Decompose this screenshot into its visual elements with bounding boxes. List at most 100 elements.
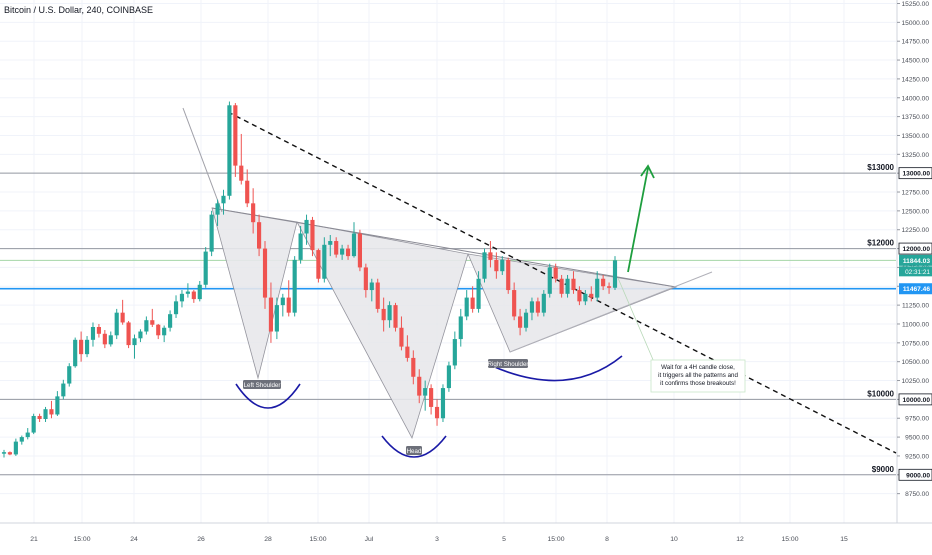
- candle-body: [173, 301, 179, 315]
- candle: [423, 380, 428, 411]
- candle: [197, 280, 202, 302]
- candle: [209, 210, 214, 257]
- time-tick-label: 15:00: [781, 536, 798, 543]
- time-tick-label: 15:00: [73, 536, 90, 543]
- candle-body: [429, 388, 434, 407]
- candle: [606, 282, 612, 294]
- candle: [345, 244, 351, 260]
- candle: [245, 169, 250, 208]
- time-tick-label: Jul: [365, 536, 374, 543]
- candle-body: [612, 260, 618, 288]
- last-price-tag-text: 11844.03: [903, 258, 930, 265]
- candle-body: [43, 409, 48, 419]
- candle: [286, 280, 291, 317]
- candle: [298, 225, 303, 264]
- shoulder-arcs: [235, 355, 623, 458]
- candle-body: [55, 396, 60, 415]
- candle-body: [251, 203, 256, 223]
- candle: [274, 297, 279, 340]
- price-tick-label: 9500.00: [905, 435, 929, 442]
- candle: [96, 323, 101, 338]
- candle-body: [138, 331, 143, 339]
- candle-body: [7, 452, 13, 455]
- time-tick-label: 8: [605, 536, 609, 543]
- candle: [257, 214, 262, 257]
- candle-body: [79, 339, 84, 355]
- right-shoulder-arc: [489, 355, 623, 382]
- time-axis: 21 15:00 24 26 28 15:00 Jul 3 5 15:00 8 10 12 15:00 15: [0, 522, 932, 550]
- pattern-label-bg: [488, 359, 528, 368]
- candle-body: [340, 248, 345, 255]
- countdown-text: 02:31:21: [905, 269, 930, 276]
- candle: [316, 248, 321, 283]
- candle-body: [49, 409, 54, 415]
- candle-body: [61, 383, 66, 397]
- candle-body: [452, 339, 457, 366]
- candle-body: [500, 259, 505, 272]
- candle-body: [257, 222, 262, 249]
- candle-body: [559, 278, 564, 294]
- candle-body: [304, 219, 309, 234]
- candle: [31, 413, 36, 435]
- candle-body: [494, 259, 499, 272]
- candle: [411, 350, 416, 385]
- candle-body: [506, 259, 511, 291]
- candle-body: [440, 388, 446, 419]
- candle: [387, 301, 392, 328]
- candle: [7, 451, 13, 456]
- candle: [565, 274, 570, 298]
- candle: [150, 308, 155, 327]
- candle: [185, 283, 190, 298]
- candle-body: [571, 278, 576, 291]
- candle: [506, 257, 511, 294]
- candle-body: [417, 376, 422, 396]
- candle: [61, 379, 66, 400]
- level-tag: 12000.00: [899, 243, 932, 255]
- candle-body: [375, 282, 380, 309]
- candle: [446, 361, 451, 392]
- price-tick-label: 12750.00: [901, 190, 929, 197]
- candle: [429, 384, 434, 415]
- candle: [417, 369, 422, 404]
- candle: [340, 244, 345, 260]
- candle: [571, 271, 576, 294]
- candle: [79, 331, 84, 362]
- price-tick-label: 14000.00: [901, 95, 929, 102]
- candle-body: [446, 365, 451, 389]
- candle-body: [286, 297, 291, 313]
- level-tag-bg: [899, 469, 932, 481]
- candle-body: [209, 214, 214, 252]
- level-tag-bg: [899, 167, 932, 179]
- price-tick-label: 9750.00: [905, 416, 929, 423]
- arrow-shaft: [627, 167, 649, 273]
- candle-body: [227, 105, 232, 196]
- candle: [37, 413, 42, 423]
- candle-body: [458, 316, 463, 340]
- candle-body: [132, 338, 137, 346]
- head-arc: [381, 435, 447, 458]
- candle-body: [363, 267, 368, 291]
- level-label: $10000: [867, 389, 894, 398]
- candle: [108, 331, 113, 347]
- candle-body: [298, 233, 303, 260]
- candle-body: [535, 301, 540, 313]
- candle-body: [37, 415, 42, 419]
- candle-body: [262, 248, 268, 298]
- candle-body: [233, 105, 238, 166]
- candle-body: [31, 415, 36, 433]
- candle: [399, 316, 404, 351]
- candle-body: [84, 339, 90, 355]
- level-label: $12000: [867, 239, 894, 248]
- time-tick-label: 21: [30, 536, 38, 543]
- candle: [268, 282, 274, 343]
- candle: [304, 214, 309, 245]
- candle-body: [464, 297, 469, 317]
- pattern-label-bg: [406, 446, 422, 455]
- candle-body: [168, 314, 173, 328]
- candle: [595, 271, 600, 302]
- candle-body: [393, 305, 398, 328]
- candle-body: [565, 278, 570, 294]
- candle-body: [239, 165, 244, 181]
